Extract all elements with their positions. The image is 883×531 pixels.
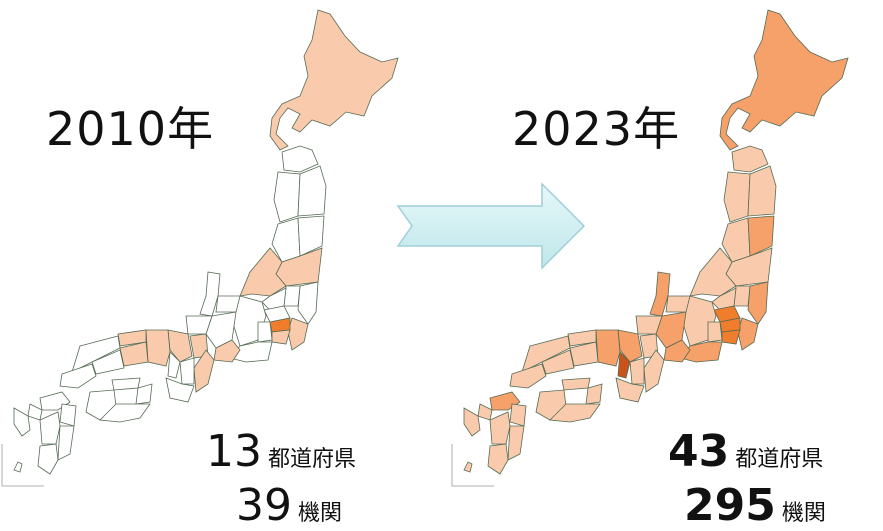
institution-unit: 機関 (781, 501, 826, 526)
prefecture-mie (643, 349, 665, 393)
prefecture-mie (193, 349, 215, 393)
prefecture-tokushima (585, 383, 603, 405)
prefecture-akita (273, 171, 301, 223)
prefecture-osaka (167, 351, 181, 379)
prefecture-aichi (663, 339, 691, 363)
map-2023 (451, 9, 849, 487)
prefecture-oita (509, 403, 527, 427)
prefecture-shimane (71, 335, 121, 373)
prefecture-kagoshima (37, 443, 59, 475)
prefecture-tochigi (733, 285, 751, 307)
okinawa-inset-frame (1, 444, 44, 487)
institution-count: 39 (236, 480, 292, 531)
prefecture-hiroshima (91, 349, 125, 375)
prefecture-hokkaido (719, 9, 849, 151)
prefecture-saga (27, 403, 43, 421)
prefecture-yamaguchi (59, 363, 97, 389)
prefecture-okinawa (13, 461, 23, 473)
prefecture-chiba (287, 317, 309, 351)
prefecture-kanagawa (271, 329, 291, 345)
prefecture-yamanashi (257, 321, 273, 343)
stat-2023-institutions: 295 機関 (684, 484, 826, 528)
prefecture-hokkaido (269, 9, 399, 151)
okinawa-inset-frame (451, 444, 494, 487)
prefecture-ibaraki (297, 281, 319, 325)
prefecture-miyagi (747, 215, 775, 257)
prefecture-iwate (747, 165, 777, 217)
prefecture-aomori (731, 145, 769, 173)
institution-unit: 機関 (298, 501, 343, 526)
prefecture-osaka (617, 351, 631, 379)
prefecture-chiba (737, 317, 759, 351)
prefecture-wakayama (165, 377, 195, 403)
prefecture-akita (723, 171, 751, 223)
prefecture-tochigi (283, 285, 301, 307)
prefecture-count: 43 (668, 426, 730, 477)
prefecture-kumamoto (489, 411, 511, 445)
prefecture-kagoshima (487, 443, 509, 475)
prefecture-toyama (665, 295, 691, 313)
prefecture-saga (477, 403, 493, 421)
prefecture-unit: 都道府県 (735, 447, 824, 472)
prefecture-hyogo (595, 329, 621, 367)
stat-2023-prefectures: 43 都道府県 (668, 430, 823, 474)
prefecture-nara (179, 357, 195, 385)
prefecture-kochi (99, 403, 151, 423)
institution-count: 295 (684, 480, 776, 531)
map-2010 (1, 9, 399, 487)
prefecture-nagasaki (13, 407, 31, 437)
prefecture-oita (59, 403, 77, 427)
prefecture-kochi (549, 403, 601, 423)
prefecture-aomori (281, 145, 319, 173)
prefecture-yamanashi (707, 321, 723, 343)
prefecture-unit: 都道府県 (268, 447, 357, 472)
prefecture-miyazaki (507, 425, 525, 461)
prefecture-aichi (213, 339, 241, 363)
stat-2010-prefectures: 13 都道府県 (206, 430, 356, 474)
prefecture-tokushima (135, 383, 153, 405)
year-2010-label: 2010年 (46, 102, 215, 156)
prefecture-yamaguchi (509, 363, 547, 389)
stat-2010-institutions: 39 機関 (236, 484, 342, 528)
prefecture-okayama (569, 341, 599, 367)
prefecture-kumamoto (39, 411, 61, 445)
prefecture-okinawa (463, 461, 473, 473)
prefecture-kagawa (111, 377, 141, 391)
prefecture-kanagawa (721, 329, 741, 345)
prefecture-hyogo (145, 329, 171, 367)
prefecture-wakayama (615, 377, 645, 403)
right-arrow-icon (396, 182, 586, 270)
prefecture-shimane (521, 335, 571, 373)
prefecture-hiroshima (541, 349, 575, 375)
prefecture-ibaraki (747, 281, 769, 325)
prefecture-kagawa (561, 377, 591, 391)
year-2023-label: 2023年 (512, 102, 681, 156)
prefecture-miyagi (297, 215, 325, 257)
prefecture-okayama (119, 341, 149, 367)
prefecture-iwate (297, 165, 327, 217)
prefecture-nagasaki (463, 407, 481, 437)
prefecture-nara (629, 357, 645, 385)
prefecture-miyazaki (57, 425, 75, 461)
prefecture-toyama (215, 295, 241, 313)
prefecture-count: 13 (206, 426, 262, 477)
